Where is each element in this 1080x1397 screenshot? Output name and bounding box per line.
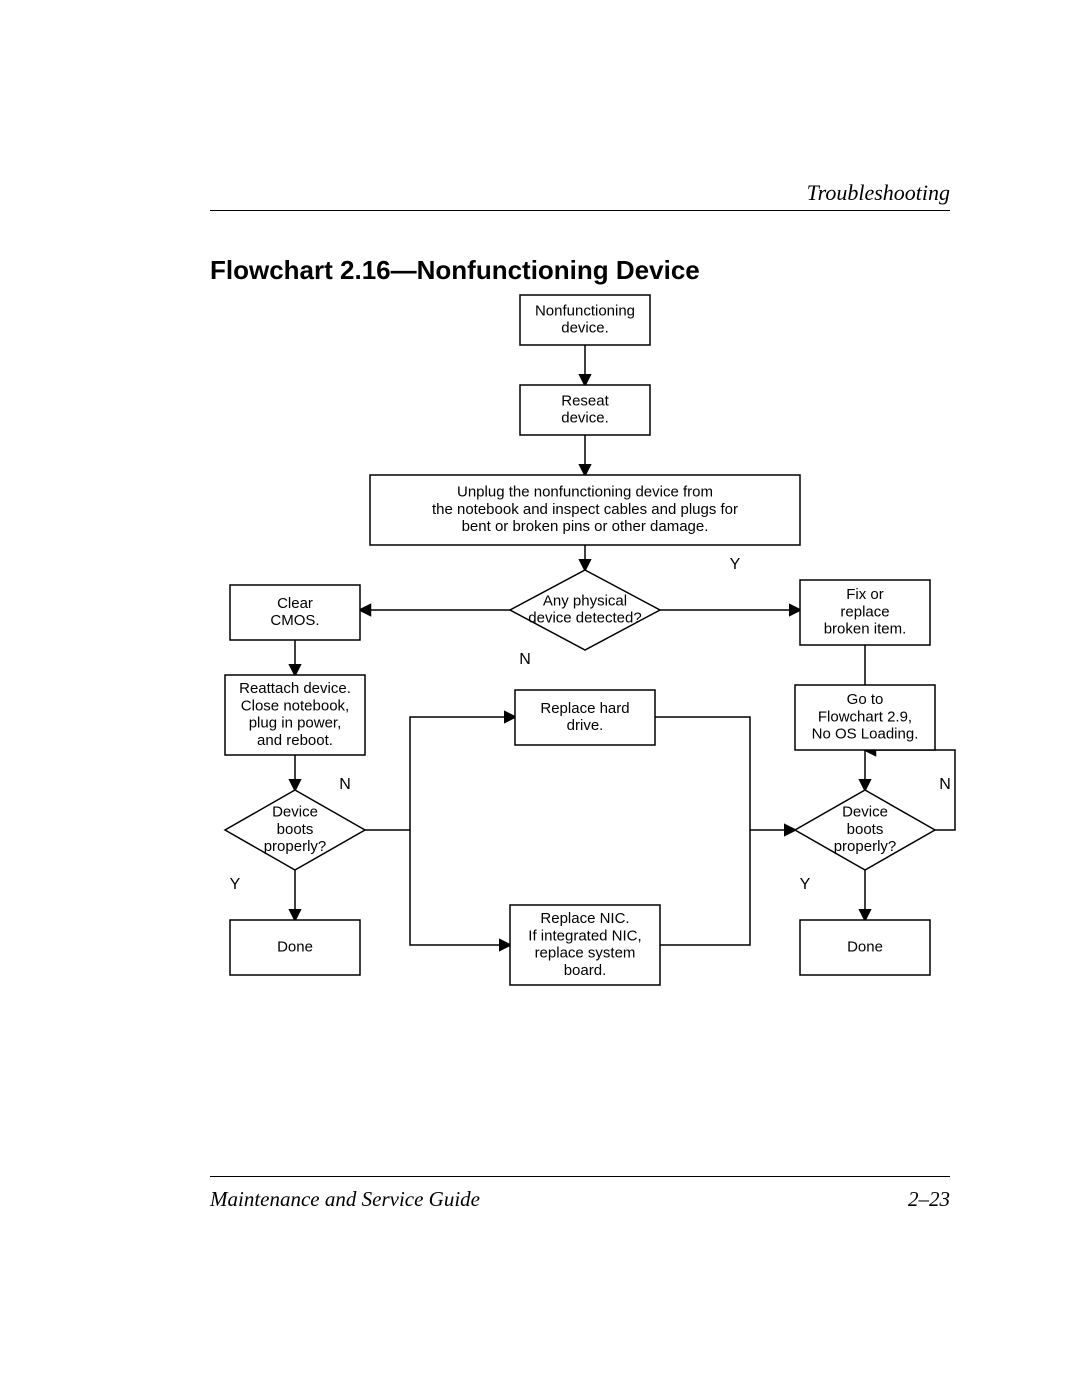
flowchart-edge: [660, 830, 750, 945]
svg-text:Clear: Clear: [277, 595, 313, 612]
svg-text:plug in power,: plug in power,: [249, 715, 342, 732]
svg-text:device.: device.: [561, 320, 609, 337]
svg-text:device.: device.: [561, 410, 609, 427]
svg-text:boots: boots: [277, 821, 314, 838]
svg-text:properly?: properly?: [834, 838, 897, 855]
flowchart-node-n_replhd: Replace harddrive.: [515, 690, 655, 745]
flowchart-node-n_replnic: Replace NIC.If integrated NIC,replace sy…: [510, 905, 660, 985]
edge-label: N: [339, 776, 351, 793]
flowchart-node-n_reattach: Reattach device.Close notebook,plug in p…: [225, 675, 365, 755]
svg-text:Any physical: Any physical: [543, 592, 627, 609]
svg-text:Done: Done: [847, 938, 883, 955]
svg-text:boots: boots: [847, 821, 884, 838]
svg-text:CMOS.: CMOS.: [270, 612, 319, 629]
flowchart-node-d_boot1: Devicebootsproperly?: [225, 790, 365, 870]
page-title: Flowchart 2.16—Nonfunctioning Device: [210, 255, 700, 286]
flowchart-edge: [365, 717, 515, 830]
flowchart-node-n_clear: ClearCMOS.: [230, 585, 360, 640]
svg-text:drive.: drive.: [567, 717, 604, 734]
svg-text:If integrated NIC,: If integrated NIC,: [528, 927, 641, 944]
svg-text:broken item.: broken item.: [824, 621, 907, 638]
svg-text:Device: Device: [272, 804, 318, 821]
footer-rule: [210, 1176, 950, 1177]
svg-text:Unplug the nonfunctioning devi: Unplug the nonfunctioning device from: [457, 484, 713, 501]
svg-text:device detected?: device detected?: [528, 610, 641, 627]
svg-text:the notebook and inspect cable: the notebook and inspect cables and plug…: [432, 501, 738, 518]
svg-text:Replace hard: Replace hard: [540, 700, 629, 717]
svg-text:board.: board.: [564, 962, 607, 979]
svg-text:replace: replace: [840, 603, 889, 620]
svg-text:replace system: replace system: [535, 945, 636, 962]
svg-text:Done: Done: [277, 938, 313, 955]
svg-text:Reseat: Reseat: [561, 392, 609, 409]
svg-text:properly?: properly?: [264, 838, 327, 855]
svg-text:Go to: Go to: [847, 691, 884, 708]
flowchart-node-n_goto: Go toFlowchart 2.9,No OS Loading.: [795, 685, 935, 750]
document-page: Troubleshooting Flowchart 2.16—Nonfuncti…: [0, 0, 1080, 1397]
svg-text:bent or broken pins or other d: bent or broken pins or other damage.: [462, 518, 709, 535]
section-header: Troubleshooting: [807, 180, 950, 206]
flowchart-node-n_fix: Fix orreplacebroken item.: [800, 580, 930, 645]
flowchart-node-n_start: Nonfunctioningdevice.: [520, 295, 650, 345]
edge-label: Y: [230, 876, 241, 893]
edge-label: Y: [800, 876, 811, 893]
flowchart-node-n_reseat: Reseatdevice.: [520, 385, 650, 435]
svg-text:Nonfunctioning: Nonfunctioning: [535, 302, 635, 319]
svg-text:Fix or: Fix or: [846, 586, 884, 603]
flowchart-node-n_done1: Done: [230, 920, 360, 975]
edge-label: Y: [730, 556, 741, 573]
header-rule: [210, 210, 950, 211]
svg-text:Reattach device.: Reattach device.: [239, 680, 351, 697]
svg-text:Replace NIC.: Replace NIC.: [540, 910, 629, 927]
edge-label: N: [519, 651, 531, 668]
flowchart-node-d_phys: Any physicaldevice detected?: [510, 570, 660, 650]
svg-text:and reboot.: and reboot.: [257, 732, 333, 749]
svg-text:No OS Loading.: No OS Loading.: [812, 726, 919, 743]
footer-right: 2–23: [908, 1187, 950, 1212]
svg-text:Device: Device: [842, 804, 888, 821]
svg-text:Close notebook,: Close notebook,: [241, 697, 349, 714]
flowchart-node-d_boot2: Devicebootsproperly?: [795, 790, 935, 870]
flowchart-node-n_unplug: Unplug the nonfunctioning device fromthe…: [370, 475, 800, 545]
flowchart-node-n_done2: Done: [800, 920, 930, 975]
edge-label: N: [939, 776, 951, 793]
flowchart-edge: [410, 830, 510, 945]
svg-text:Flowchart 2.9,: Flowchart 2.9,: [818, 708, 912, 725]
footer-left: Maintenance and Service Guide: [210, 1187, 480, 1212]
flowchart-edge: [655, 717, 795, 830]
flowchart: Nonfunctioningdevice.Reseatdevice.Unplug…: [210, 295, 950, 1095]
